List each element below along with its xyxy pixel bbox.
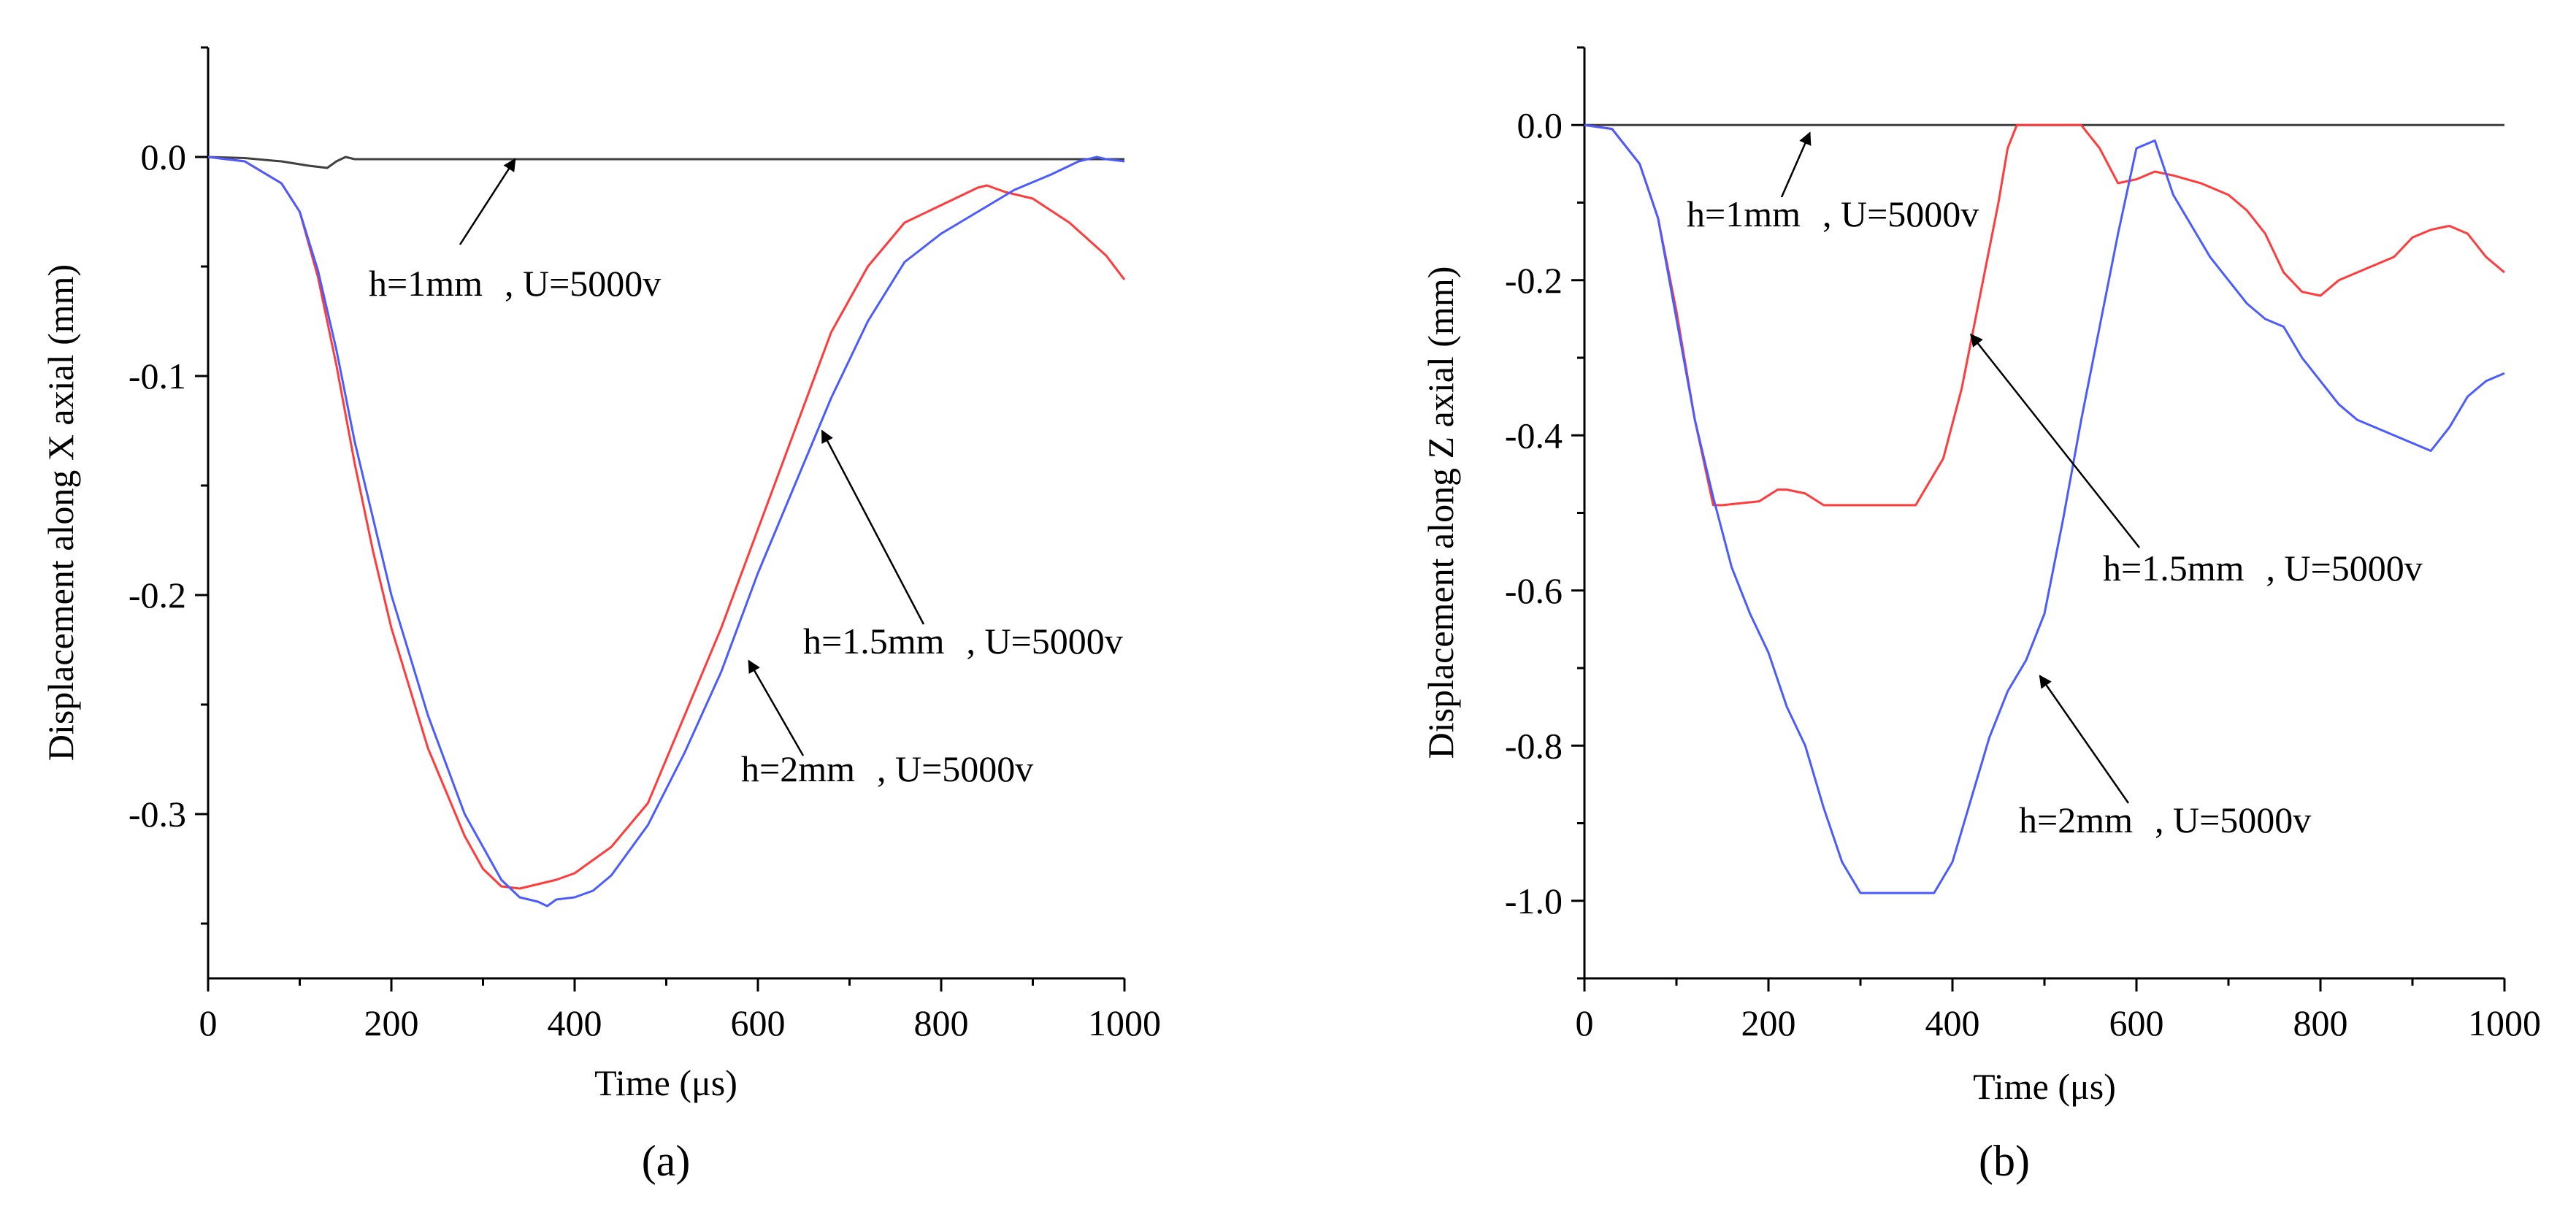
y-tick-label: -0.6 (1505, 570, 1563, 611)
annotation-arrow (2039, 675, 2130, 804)
x-tick-label: 800 (2293, 1002, 2348, 1043)
y-tick-label: -0.1 (129, 356, 186, 396)
annotations: h=1mm, U=5000v h=1.5mm, U=5000v h=2mm, U=5… (1687, 131, 2423, 840)
series-line-h-1-5mm (1584, 123, 2505, 507)
annotation-arrow (748, 659, 805, 756)
chart-panel-a: 0 200 400 600 800 1000 0.0 -0.1 -0.2 -0.3 h=1mm,… (40, 46, 1161, 1185)
annotation-label: h=2mm, U=5000v (741, 748, 1033, 789)
x-tick-label: 400 (1925, 1002, 1980, 1043)
y-tick-label: 0.0 (141, 137, 187, 177)
x-tick-label: 1000 (2468, 1002, 2541, 1043)
x-tick-label: 400 (548, 1002, 602, 1043)
series-line-h-1-5mm (207, 156, 1126, 890)
series-line-h-2mm (1584, 123, 2505, 894)
series-line-h-2mm (207, 156, 1125, 908)
y-tick-label: -0.2 (129, 575, 186, 615)
x-tick-label: 600 (731, 1002, 786, 1043)
annotation-label: h=1mm, U=5000v (1687, 193, 1979, 234)
series-group (1584, 123, 2505, 894)
x-tick-label: 1000 (1088, 1002, 1161, 1043)
annotation-arrow (1970, 333, 2140, 548)
series-group (207, 156, 1126, 908)
y-tick-label: -1.0 (1505, 881, 1563, 921)
y-tick-label: -0.2 (1505, 260, 1563, 301)
x-tick-label: 800 (914, 1002, 969, 1043)
annotation-label: h=2mm, U=5000v (2019, 799, 2311, 840)
y-ticks: 0.0 -0.2 -0.4 -0.6 -0.8 -1.0 (1505, 46, 1584, 980)
y-tick-label: -0.3 (129, 794, 186, 835)
x-tick-label: 0 (1576, 1002, 1594, 1043)
annotation-arrow (459, 158, 516, 245)
series-line-h-1mm (207, 156, 1124, 169)
y-tick-label: -0.8 (1505, 725, 1563, 766)
y-tick-label: -0.4 (1505, 415, 1563, 456)
annotation-arrow (821, 429, 925, 625)
annotation-arrow (1780, 131, 1812, 198)
annotation-label: h=1.5mm, U=5000v (2103, 548, 2423, 588)
panel-caption-b: (b) (1979, 1137, 2030, 1185)
y-ticks: 0.0 -0.1 -0.2 -0.3 (129, 46, 208, 925)
chart-panel-b: 0 200 400 600 800 1000 0.0 -0.2 -0.4 -0.6 -0.8 -1.… (1420, 46, 2541, 1185)
y-axis-title: Displacement along X axial (mm) (40, 264, 81, 761)
annotation-label: h=1mm, U=5000v (369, 263, 661, 304)
x-tick-label: 0 (199, 1002, 218, 1043)
x-tick-label: 600 (2109, 1002, 2164, 1043)
panel-caption-a: (a) (642, 1137, 691, 1185)
y-tick-label: 0.0 (1517, 104, 1563, 145)
x-tick-label: 200 (364, 1002, 419, 1043)
y-axis-title: Displacement along Z axial (mm) (1420, 266, 1461, 759)
x-ticks: 0 200 400 600 800 1000 (1576, 978, 2541, 1043)
x-axis-title: Time (μs) (1973, 1066, 2116, 1107)
annotations: h=1mm, U=5000v h=1.5mm, U=5000v h=2mm, U=5… (369, 158, 1123, 789)
x-axis-title: Time (μs) (594, 1062, 737, 1103)
x-ticks: 0 200 400 600 800 1000 (199, 978, 1161, 1043)
x-tick-label: 200 (1741, 1002, 1796, 1043)
annotation-label: h=1.5mm, U=5000v (803, 621, 1123, 661)
